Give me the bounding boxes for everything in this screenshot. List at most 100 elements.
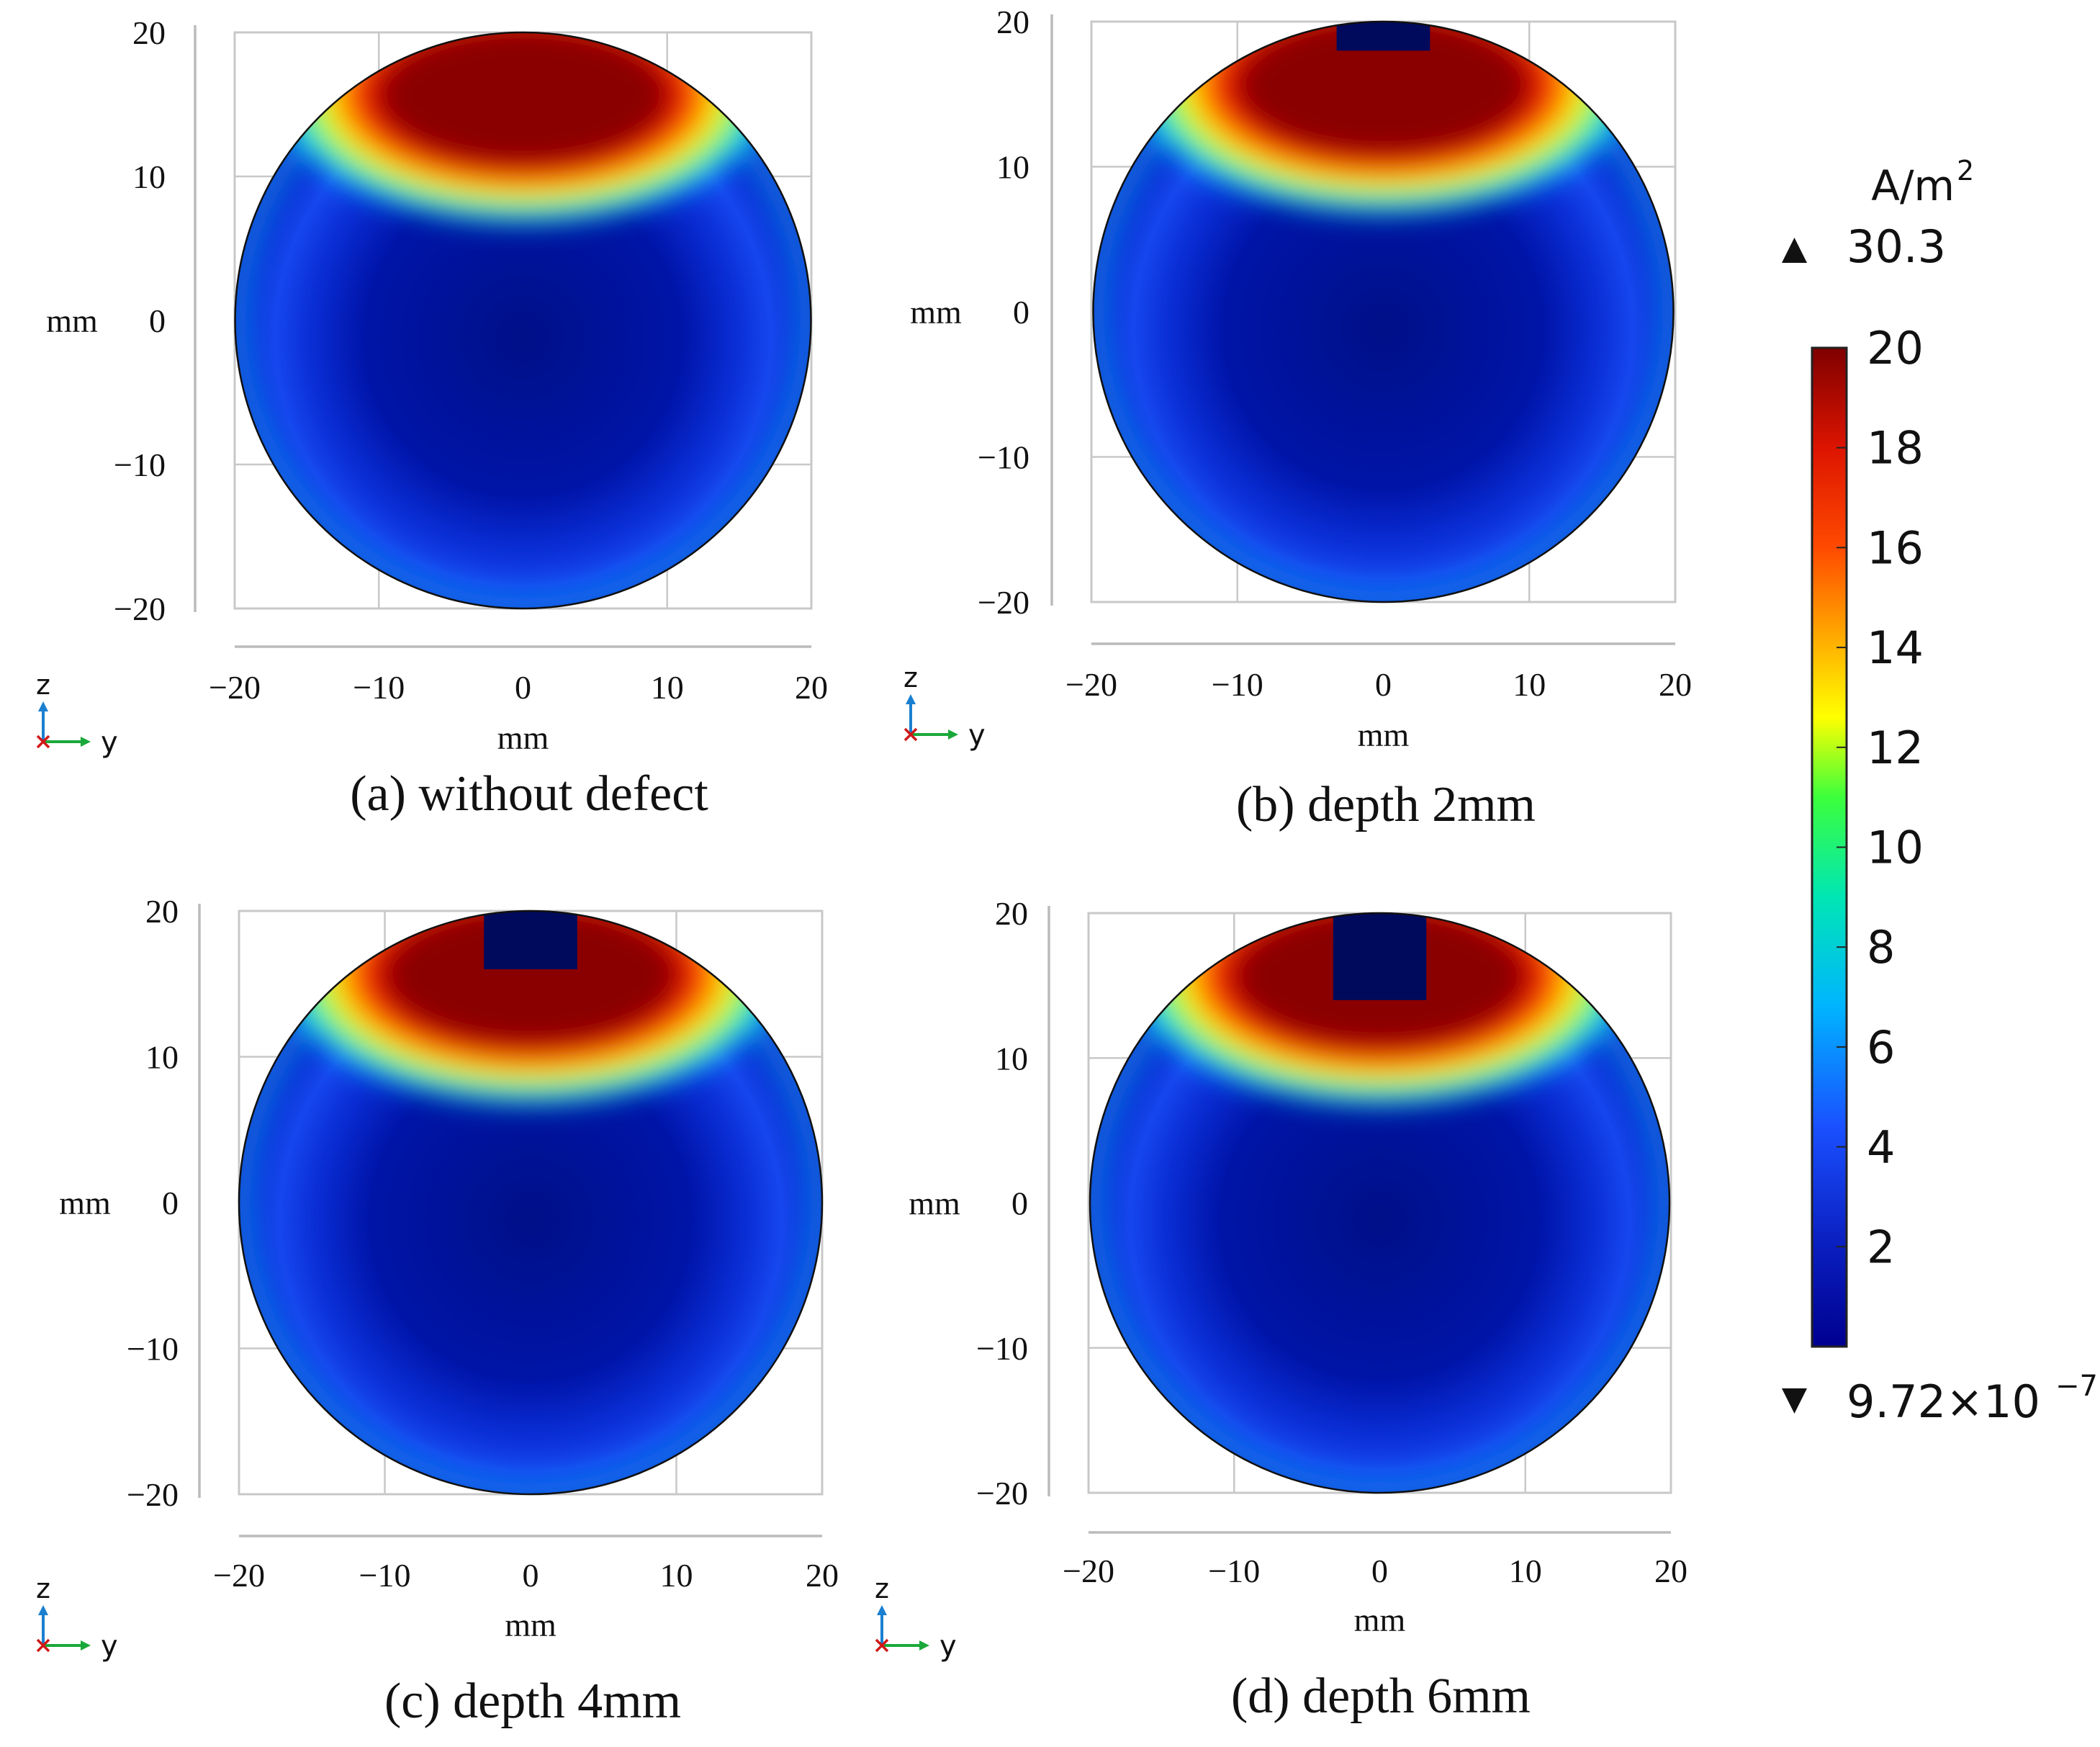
y-axis-label: mm — [59, 1185, 111, 1221]
defect-notch — [484, 911, 577, 969]
disk-outline — [1092, 20, 1675, 603]
colorbar-tick-label: 14 — [1867, 621, 1924, 674]
y-tick-label: 10 — [995, 1040, 1028, 1077]
disk-outline — [238, 910, 824, 1496]
colorbar-tick-label: 2 — [1867, 1221, 1895, 1273]
x-tick-label: −20 — [1065, 666, 1117, 703]
x-tick-label: 0 — [1375, 666, 1392, 703]
x-tick-label: −20 — [213, 1557, 265, 1594]
x-tick-label: −10 — [353, 669, 405, 706]
triad-up-label: z — [36, 1573, 50, 1604]
hotspot-band — [384, 911, 677, 1046]
colorbar-tick-label: 18 — [1867, 422, 1924, 475]
triad-right-arrowhead — [81, 737, 91, 747]
x-axis-label: mm — [497, 719, 549, 756]
y-tick-label: 10 — [145, 1039, 179, 1076]
y-tick-label: 10 — [996, 149, 1029, 186]
max-indicator-icon — [1782, 238, 1807, 263]
axis-triad: zy — [36, 669, 118, 759]
triad-right-label: y — [939, 1630, 957, 1663]
triad-up-arrowhead — [906, 694, 916, 704]
axis-triad: zy — [875, 1573, 957, 1663]
chart-panel-a: −20 −10 0 10 20 20 10 0 −10 −20 mm mm (a) without de… — [36, 14, 828, 822]
triad-origin-cross — [903, 727, 918, 742]
heatmap-disk — [1093, 22, 1674, 602]
y-tick-label: 0 — [1013, 294, 1029, 331]
y-tick-label: 20 — [995, 895, 1028, 932]
heatmap-disk — [1090, 913, 1669, 1493]
triad-right-label: y — [968, 719, 986, 752]
triad-up-arrowhead — [877, 1605, 887, 1615]
x-tick-label: 0 — [1371, 1553, 1388, 1589]
y-tick-label: 20 — [145, 893, 179, 930]
current-hotspot — [235, 32, 811, 608]
triad-right-arrowhead — [81, 1640, 91, 1651]
x-axis-label: mm — [1358, 717, 1410, 753]
x-axis-label: mm — [505, 1607, 556, 1643]
y-tick-label: 0 — [1011, 1185, 1028, 1222]
x-tick-label: 0 — [523, 1557, 539, 1594]
axis-triad: zy — [36, 1573, 118, 1663]
y-axis-label: mm — [909, 1185, 960, 1222]
colorbar-tick-label: 12 — [1867, 722, 1924, 774]
triad-origin-cross — [36, 1638, 50, 1653]
colorbar-min-exponent: −7 — [2055, 1370, 2098, 1403]
y-tick-label: −20 — [114, 590, 166, 627]
x-tick-label: 10 — [1513, 666, 1546, 703]
disk-outline — [234, 31, 812, 610]
colorbar-tick-label: 8 — [1867, 921, 1895, 974]
panel-caption: (b) depth 2mm — [1236, 777, 1536, 832]
x-tick-label: −10 — [1212, 666, 1263, 703]
triad-right-arrowhead — [948, 729, 958, 740]
y-tick-label: 20 — [996, 4, 1029, 40]
heatmap-disk — [239, 911, 822, 1494]
colorbar-unit-label: A/m — [1871, 161, 1955, 210]
colorbar-tick-label: 10 — [1867, 822, 1924, 874]
x-tick-label: −20 — [1063, 1553, 1114, 1589]
x-tick-label: −10 — [1208, 1553, 1260, 1589]
colorbar-min-label: 9.72×10 — [1847, 1375, 2040, 1428]
hotspot-band — [1238, 22, 1528, 156]
x-tick-label: 20 — [795, 669, 828, 706]
x-tick-label: 10 — [1509, 1553, 1542, 1589]
y-tick-label: 10 — [132, 158, 166, 195]
colorbar-tick-label: 6 — [1867, 1021, 1895, 1074]
y-tick-label: 20 — [132, 14, 166, 51]
y-tick-label: −10 — [127, 1331, 179, 1367]
colorbar-tick-label: 16 — [1867, 521, 1924, 574]
colorbar-tick-label: 20 — [1867, 322, 1924, 374]
heatmap-disk — [235, 32, 811, 608]
x-tick-label: 20 — [1654, 1553, 1687, 1589]
x-tick-label: 10 — [651, 669, 684, 706]
y-tick-label: 0 — [162, 1185, 179, 1221]
panel-caption: (a) without defect — [350, 766, 708, 822]
y-tick-label: −10 — [114, 446, 166, 483]
triad-up-label: z — [875, 1573, 889, 1604]
triad-up-arrowhead — [38, 1605, 48, 1615]
triad-origin-cross — [36, 735, 50, 749]
y-tick-label: −10 — [976, 1330, 1028, 1367]
panel-caption: (c) depth 4mm — [384, 1674, 681, 1729]
y-tick-label: −20 — [976, 1475, 1028, 1512]
x-tick-label: 20 — [806, 1557, 839, 1594]
triad-up-label: z — [36, 669, 50, 701]
panel-caption: (d) depth 6mm — [1231, 1669, 1531, 1724]
x-tick-label: −20 — [209, 669, 261, 706]
triad-right-label: y — [101, 1630, 118, 1663]
chart-panel-b: −20 −10 0 10 20 20 10 0 −10 −20 mm mm (b) depth 2mm z… — [903, 4, 1692, 832]
hotspot-band — [379, 32, 667, 165]
triad-up-arrowhead — [38, 701, 48, 711]
triad-right-label: y — [101, 726, 118, 759]
chart-panel-d: −20 −10 0 10 20 20 10 0 −10 −20 mm mm (d) depth 6mm z… — [875, 895, 1687, 1724]
triad-right-arrowhead — [919, 1640, 929, 1651]
chart-panel-c: −20 −10 0 10 20 20 10 0 −10 −20 mm mm (c) depth 4mm z… — [36, 893, 839, 1729]
y-tick-label: −20 — [127, 1476, 179, 1513]
x-tick-label: 20 — [1659, 666, 1692, 703]
colorbar-max-label: 30.3 — [1847, 220, 1946, 273]
disk-outline — [1089, 912, 1671, 1494]
axis-triad: zy — [903, 662, 986, 752]
defect-notch — [1333, 913, 1427, 1000]
y-tick-label: 0 — [149, 302, 166, 339]
